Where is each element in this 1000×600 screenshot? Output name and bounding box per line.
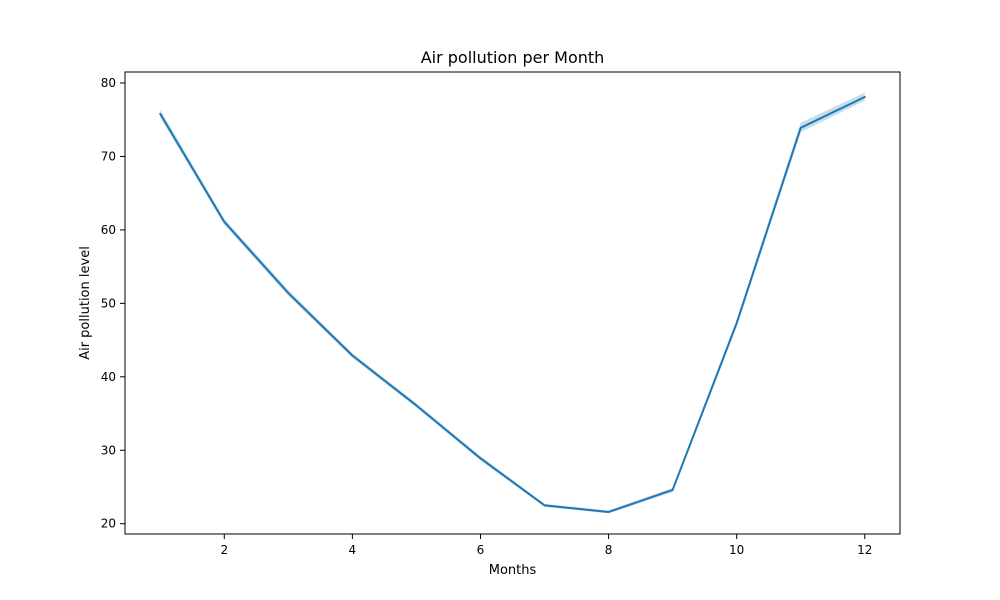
data-point bbox=[544, 504, 546, 506]
data-point bbox=[800, 127, 802, 129]
data-point bbox=[608, 511, 610, 513]
y-tick-label: 20 bbox=[101, 517, 116, 531]
x-tick-label: 10 bbox=[729, 543, 744, 557]
y-tick-label: 70 bbox=[101, 149, 116, 163]
data-point bbox=[479, 457, 481, 459]
data-point bbox=[415, 404, 417, 406]
x-tick-label: 8 bbox=[605, 543, 613, 557]
data-point bbox=[736, 322, 738, 324]
x-axis: 2 4 6 8 10 12 bbox=[220, 534, 872, 557]
y-tick-label: 50 bbox=[101, 296, 116, 310]
y-axis-label: Air pollution level bbox=[78, 246, 93, 360]
data-point bbox=[351, 355, 353, 357]
x-axis-label: Months bbox=[489, 563, 537, 578]
data-point bbox=[287, 292, 289, 294]
x-tick-label: 2 bbox=[220, 543, 228, 557]
x-tick-label: 12 bbox=[857, 543, 872, 557]
data-point bbox=[864, 96, 866, 98]
data-point bbox=[672, 489, 674, 491]
plot-area bbox=[159, 92, 866, 514]
data-point bbox=[223, 221, 225, 223]
y-tick-label: 30 bbox=[101, 443, 116, 457]
x-tick-label: 6 bbox=[477, 543, 485, 557]
y-tick-label: 60 bbox=[101, 223, 116, 237]
y-tick-label: 80 bbox=[101, 76, 116, 90]
y-axis: 20 30 40 50 60 70 80 bbox=[101, 76, 125, 531]
confidence-band bbox=[160, 92, 865, 514]
chart-title: Air pollution per Month bbox=[421, 48, 605, 67]
y-tick-label: 40 bbox=[101, 370, 116, 384]
series-line bbox=[159, 95, 866, 513]
x-tick-label: 4 bbox=[349, 543, 357, 557]
data-point bbox=[159, 113, 161, 115]
